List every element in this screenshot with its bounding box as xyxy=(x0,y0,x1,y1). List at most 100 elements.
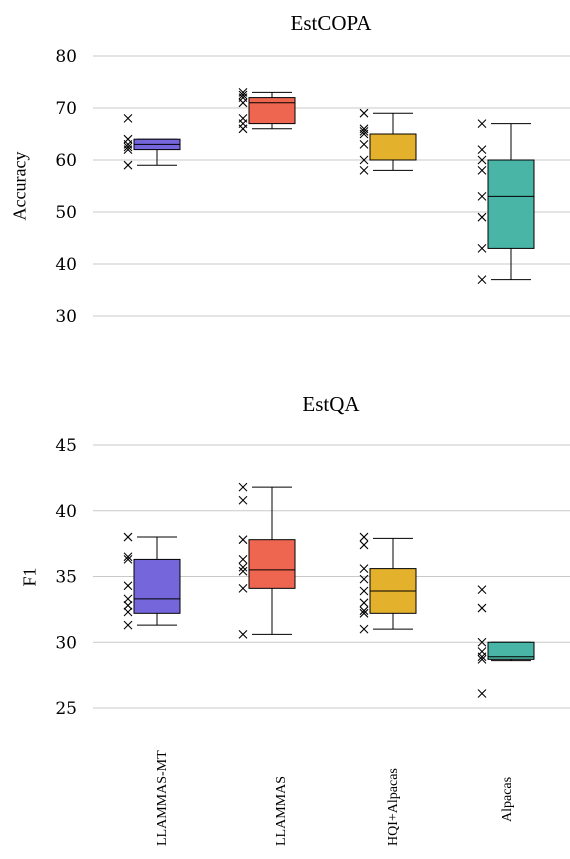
category-label-hqi-alpacas: HQI+Alpacas xyxy=(386,768,401,846)
data-point-marker xyxy=(477,212,487,222)
data-point-marker xyxy=(477,637,487,647)
data-point-marker xyxy=(123,601,133,610)
box-body xyxy=(133,558,181,614)
marker-stroke xyxy=(477,244,487,253)
category-label-alpacas: Alpacas xyxy=(500,776,515,822)
marker-stroke xyxy=(477,603,487,613)
y-tick-label-estqa-35: 35 xyxy=(55,568,77,588)
marker-stroke xyxy=(238,98,248,108)
marker-stroke xyxy=(238,482,248,492)
data-point-marker xyxy=(123,145,133,154)
data-point-marker xyxy=(359,564,369,573)
marker-stroke xyxy=(359,564,369,573)
marker-stroke xyxy=(123,620,133,630)
data-point-marker xyxy=(359,108,369,118)
data-point-marker xyxy=(477,654,487,664)
data-point-marker xyxy=(359,155,369,165)
data-point-marker xyxy=(238,482,248,492)
data-point-marker xyxy=(477,155,487,165)
data-point-marker xyxy=(477,166,487,175)
marker-stroke xyxy=(123,160,133,170)
data-point-marker xyxy=(477,603,487,613)
marker-stroke xyxy=(477,166,487,175)
box-body xyxy=(248,539,296,589)
y-tick-label-estcopa-40: 40 xyxy=(55,255,77,275)
marker-stroke xyxy=(238,124,248,134)
marker-stroke xyxy=(123,607,133,617)
marker-stroke xyxy=(359,540,369,550)
y-tick-label-estqa-30: 30 xyxy=(55,633,77,653)
marker-stroke xyxy=(359,129,369,139)
marker-stroke xyxy=(238,566,248,576)
category-label-llammas: LLAMMAS xyxy=(274,775,289,846)
box-estcopa-llammas xyxy=(238,88,296,134)
marker-stroke xyxy=(359,155,369,165)
marker-stroke xyxy=(123,581,133,591)
marker-stroke xyxy=(359,606,369,616)
data-point-marker xyxy=(238,495,248,505)
marker-stroke xyxy=(238,562,248,572)
box-estcopa-hqi-alpacas xyxy=(359,108,417,175)
marker-stroke xyxy=(477,155,487,165)
data-point-marker xyxy=(359,140,369,149)
marker-stroke xyxy=(123,145,133,154)
data-point-marker xyxy=(477,244,487,253)
data-point-marker xyxy=(123,594,133,604)
marker-stroke xyxy=(477,145,487,154)
box-estqa-hqi-alpacas xyxy=(359,532,417,634)
data-point-marker xyxy=(238,629,248,639)
y-tick-label-estcopa-80: 80 xyxy=(55,47,77,67)
marker-stroke xyxy=(359,532,369,542)
box-estqa-llammas-mt xyxy=(123,532,181,630)
marker-stroke xyxy=(238,495,248,505)
marker-stroke xyxy=(123,555,133,564)
y-tick-label-estqa-25: 25 xyxy=(55,699,77,719)
marker-stroke xyxy=(359,140,369,149)
marker-stroke xyxy=(477,119,487,128)
data-point-marker xyxy=(238,124,248,134)
marker-stroke xyxy=(238,90,248,100)
y-tick-label-estqa-45: 45 xyxy=(55,436,77,456)
box-body xyxy=(487,641,535,660)
box-estcopa-llammas-mt xyxy=(123,114,181,170)
marker-stroke xyxy=(359,108,369,118)
marker-stroke xyxy=(477,689,487,698)
box-body xyxy=(369,133,417,161)
marker-stroke xyxy=(123,114,133,123)
data-point-marker xyxy=(477,192,487,201)
plot-estcopa: 30 40 50 60 70 80 xyxy=(55,47,570,327)
y-tick-label-estcopa-50: 50 xyxy=(55,203,77,223)
category-label-llammas-mt: LLAMMAS-MT xyxy=(155,750,170,846)
data-point-marker xyxy=(359,586,369,596)
data-point-marker xyxy=(238,535,248,545)
data-point-marker xyxy=(123,532,133,542)
data-point-marker xyxy=(359,129,369,139)
marker-stroke xyxy=(359,127,369,136)
data-point-marker xyxy=(123,114,133,123)
plot-estqa: 25 30 35 40 45 xyxy=(55,436,570,719)
marker-stroke xyxy=(359,166,369,175)
marker-stroke xyxy=(477,585,487,595)
data-point-marker xyxy=(477,652,487,662)
data-point-marker xyxy=(359,606,369,616)
data-point-marker xyxy=(238,98,248,108)
marker-stroke xyxy=(477,652,487,662)
marker-stroke xyxy=(123,594,133,604)
marker-stroke xyxy=(238,535,248,545)
data-point-marker xyxy=(477,585,487,595)
data-point-marker xyxy=(477,689,487,698)
data-point-marker xyxy=(359,532,369,542)
data-point-marker xyxy=(123,142,133,152)
marker-stroke xyxy=(477,654,487,664)
marker-stroke xyxy=(359,624,369,634)
data-point-marker xyxy=(359,574,369,584)
data-point-marker xyxy=(238,555,248,564)
y-tick-label-estcopa-70: 70 xyxy=(55,99,77,119)
data-point-marker xyxy=(123,552,133,562)
y-tick-label-estcopa-60: 60 xyxy=(55,151,77,171)
data-point-marker xyxy=(123,581,133,591)
marker-stroke xyxy=(238,629,248,639)
data-point-marker xyxy=(477,275,487,284)
data-point-marker xyxy=(359,166,369,175)
marker-stroke xyxy=(123,532,133,542)
